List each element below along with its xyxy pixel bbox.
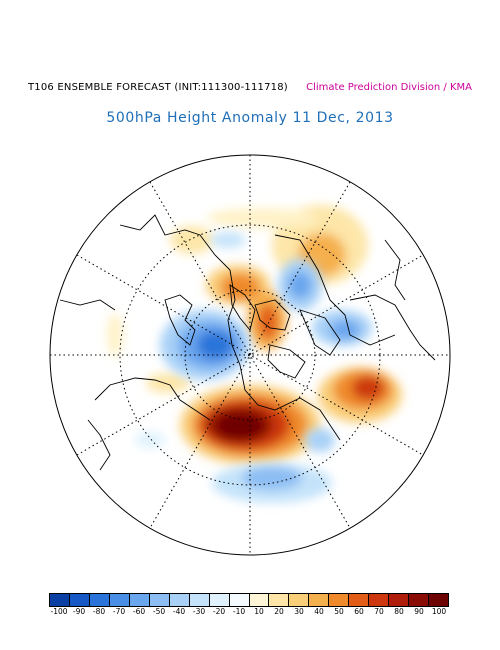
negative-anomaly-layer xyxy=(135,232,372,503)
color-scale-label: 50 xyxy=(334,607,344,616)
credit-label: Climate Prediction Division / KMA xyxy=(306,82,472,93)
color-scale-label: -10 xyxy=(232,607,246,616)
color-scale-label: 20 xyxy=(274,607,284,616)
color-swatch xyxy=(169,594,190,606)
color-swatch xyxy=(429,594,449,606)
color-scale-label: 40 xyxy=(314,607,324,616)
color-swatch xyxy=(50,594,70,606)
color-scale-label: -50 xyxy=(152,607,166,616)
color-scale-label: -30 xyxy=(192,607,206,616)
color-swatch xyxy=(209,594,230,606)
color-swatch xyxy=(229,594,250,606)
color-scale-label: 30 xyxy=(294,607,304,616)
color-swatch xyxy=(249,594,270,606)
color-scale-label: -20 xyxy=(212,607,226,616)
color-swatch xyxy=(329,594,350,606)
color-swatch xyxy=(289,594,310,606)
color-scale-label: -60 xyxy=(132,607,146,616)
color-swatch xyxy=(389,594,410,606)
color-scale-label: -90 xyxy=(72,607,86,616)
color-scale-label: -40 xyxy=(172,607,186,616)
color-scale-label: 80 xyxy=(394,607,404,616)
graticule xyxy=(50,155,450,555)
color-swatch xyxy=(269,594,290,606)
color-scale-label: 70 xyxy=(374,607,384,616)
color-swatch xyxy=(349,594,370,606)
color-swatch xyxy=(129,594,150,606)
color-swatch xyxy=(309,594,330,606)
color-scale-labels: -100 -90 -80 -70 -60 -50 -40 -30 -20 -10 10 20 30 40 5… xyxy=(49,607,449,619)
color-swatch xyxy=(369,594,390,606)
color-swatch xyxy=(109,594,130,606)
color-swatch xyxy=(69,594,90,606)
map-boundary xyxy=(49,154,451,556)
color-swatch xyxy=(149,594,170,606)
color-scale-label: -100 xyxy=(50,607,68,616)
map-title: 500hPa Height Anomaly 11 Dec, 2013 xyxy=(106,110,394,126)
color-scale-label: -80 xyxy=(92,607,106,616)
color-scale-label: 10 xyxy=(254,607,264,616)
color-swatch xyxy=(189,594,210,606)
color-scale-bar xyxy=(49,593,449,607)
color-scale-label: 60 xyxy=(354,607,364,616)
color-swatch xyxy=(409,594,430,606)
color-swatch xyxy=(89,594,110,606)
color-scale-label: 90 xyxy=(414,607,424,616)
color-scale-label: 100 xyxy=(431,607,447,616)
color-scale-label: -70 xyxy=(112,607,126,616)
forecast-label: T106 ENSEMBLE FORECAST (INIT:111300-1117… xyxy=(28,82,288,93)
